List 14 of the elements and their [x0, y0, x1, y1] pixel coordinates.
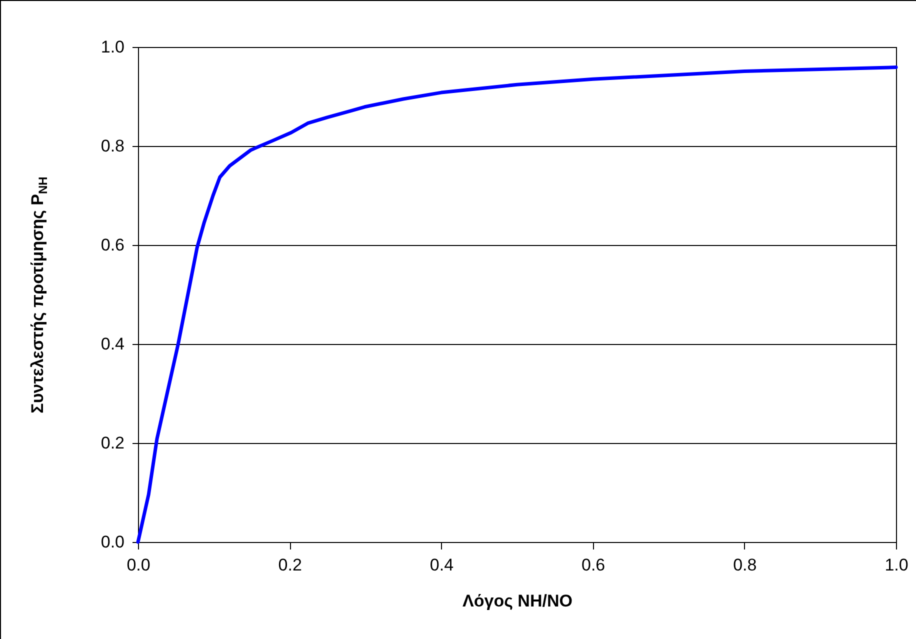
- x-tick-label: 0.2: [278, 556, 302, 574]
- y-tick-label: 0.4: [100, 334, 124, 354]
- y-tick-label: 1.0: [100, 38, 124, 56]
- y-tick-label: 0.8: [100, 136, 124, 156]
- y-tick-label: 0.6: [100, 236, 124, 254]
- x-tick-label: 0.0: [126, 556, 150, 574]
- x-tick-label: 0.6: [581, 556, 606, 574]
- y-tick-label: 0.0: [100, 532, 124, 552]
- x-tick-label: 0.8: [733, 556, 757, 574]
- x-tick-label: 1.0: [884, 556, 908, 574]
- x-tick-label: 0.4: [430, 556, 454, 574]
- x-axis-title: Λόγος NH/NO: [462, 592, 572, 610]
- line-series: [136, 66, 898, 544]
- y-tick-label: 0.2: [100, 434, 124, 452]
